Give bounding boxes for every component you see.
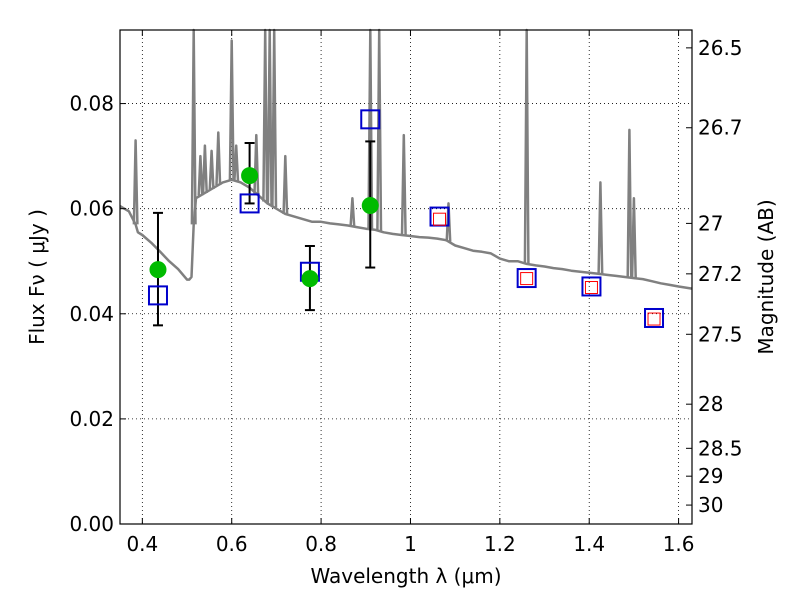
spectrum-layer bbox=[119, 28, 693, 290]
plot-frame bbox=[119, 29, 693, 525]
emission-line bbox=[197, 154, 204, 196]
observed-point bbox=[149, 261, 167, 279]
observed-square bbox=[647, 312, 661, 326]
emission-line bbox=[626, 128, 633, 278]
x-tick-label: 0.4 bbox=[126, 532, 158, 556]
emission-line bbox=[132, 139, 139, 225]
right-tick-label: 28.5 bbox=[698, 436, 743, 460]
observed-square bbox=[520, 272, 534, 286]
x-tick-label: 0.8 bbox=[305, 532, 337, 556]
emission-line bbox=[376, 28, 383, 232]
emission-line bbox=[262, 28, 269, 202]
observed-square bbox=[433, 212, 447, 226]
emission-line bbox=[266, 28, 273, 205]
emission-line bbox=[523, 28, 530, 264]
model-square bbox=[581, 276, 602, 297]
observed-point bbox=[361, 197, 379, 215]
right-tick-label: 27.2 bbox=[698, 262, 743, 286]
x-tick-label: 1.4 bbox=[573, 532, 605, 556]
y-axis-left: 0.00 0.02 0.04 0.06 0.08 bbox=[69, 92, 126, 536]
emission-line bbox=[597, 181, 604, 275]
y-axis-label: Flux Fν ( μJy ) bbox=[25, 209, 49, 345]
right-tick-label: 27.5 bbox=[698, 322, 743, 346]
y-axis-right-label: Magnitude (AB) bbox=[754, 199, 778, 354]
right-tick-label: 29 bbox=[698, 464, 723, 488]
observed-point bbox=[241, 167, 259, 185]
spectrum-line bbox=[119, 178, 693, 290]
emission-line bbox=[630, 196, 637, 279]
model-square bbox=[239, 193, 260, 214]
emission-line bbox=[201, 144, 208, 193]
y-axis-right: 26.5 26.7 27 27.2 27.5 28 28.5 29 30 bbox=[686, 36, 743, 517]
x-axis: 0.4 0.6 0.8 1 1.2 1.4 1.6 bbox=[126, 30, 695, 556]
y-tick-label: 0.04 bbox=[69, 302, 114, 326]
right-tick-label: 27 bbox=[698, 211, 723, 235]
model-square bbox=[516, 268, 537, 289]
y-tick-label: 0.02 bbox=[69, 407, 114, 431]
emission-line bbox=[253, 133, 260, 194]
emission-line bbox=[215, 131, 222, 186]
emission-line bbox=[208, 149, 215, 190]
observed-point bbox=[301, 270, 319, 288]
emission-line bbox=[190, 28, 197, 225]
y-tick-label: 0.08 bbox=[69, 92, 114, 116]
emission-line bbox=[349, 196, 356, 227]
right-tick-label: 30 bbox=[698, 493, 723, 517]
emission-line bbox=[445, 202, 452, 242]
y-tick-label: 0.06 bbox=[69, 197, 114, 221]
observed-square bbox=[584, 281, 598, 295]
x-tick-label: 1.6 bbox=[663, 532, 695, 556]
right-tick-label: 26.5 bbox=[698, 36, 743, 60]
model-square bbox=[147, 285, 168, 306]
model-square bbox=[644, 307, 665, 328]
grid-lines bbox=[120, 30, 692, 525]
markers bbox=[147, 109, 665, 328]
emission-line bbox=[228, 39, 235, 180]
emission-line bbox=[282, 154, 289, 214]
x-axis-label: Wavelength λ (μm) bbox=[310, 564, 501, 588]
emission-line bbox=[271, 28, 278, 208]
x-tick-label: 1 bbox=[404, 532, 417, 556]
right-tick-label: 28 bbox=[698, 392, 723, 416]
model-square bbox=[360, 109, 381, 130]
y-tick-label: 0.00 bbox=[69, 512, 114, 536]
x-tick-label: 1.2 bbox=[484, 532, 516, 556]
x-tick-label: 0.6 bbox=[216, 532, 248, 556]
right-tick-label: 26.7 bbox=[698, 116, 743, 140]
emission-line bbox=[233, 144, 240, 182]
emission-line bbox=[400, 133, 407, 236]
